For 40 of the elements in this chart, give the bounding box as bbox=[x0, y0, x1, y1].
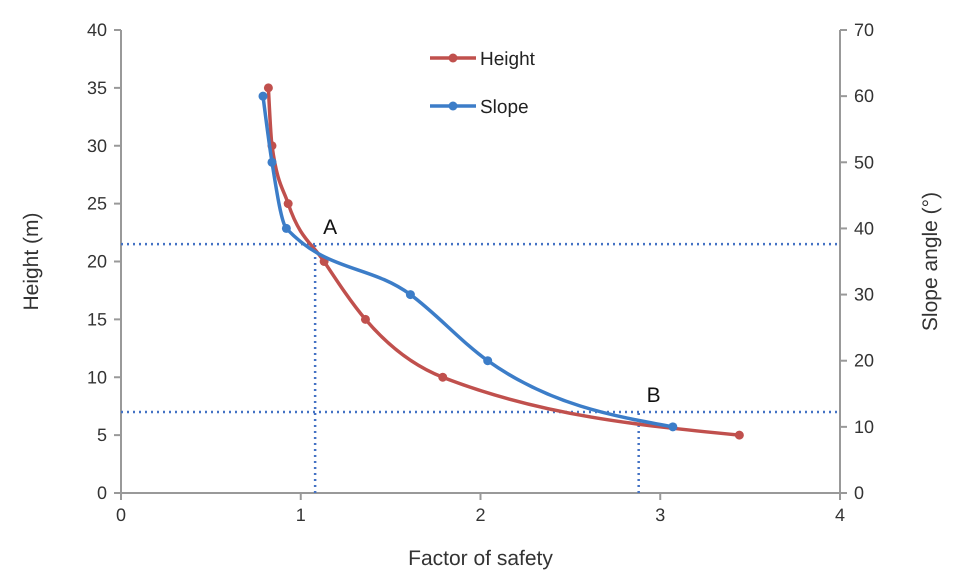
y2-axis-title: Slope angle (°) bbox=[919, 192, 942, 332]
point bbox=[264, 83, 273, 92]
y2-tick-label: 60 bbox=[854, 86, 874, 106]
point bbox=[406, 290, 415, 300]
y-axis-title: Height (m) bbox=[20, 212, 43, 311]
x-tick-label: 0 bbox=[116, 505, 126, 525]
y-tick-label: 20 bbox=[86, 252, 107, 272]
y-tick-label: 10 bbox=[86, 367, 107, 388]
point bbox=[284, 199, 293, 208]
annotation: A bbox=[323, 216, 338, 240]
y2-tick-label: 30 bbox=[854, 284, 874, 305]
legend-label: Height bbox=[480, 49, 536, 70]
annotation: B bbox=[646, 384, 661, 407]
point bbox=[258, 92, 268, 101]
y-tick-label: 15 bbox=[86, 309, 107, 330]
x-tick-label: 2 bbox=[475, 505, 486, 525]
y-tick-label: 40 bbox=[86, 20, 107, 40]
y-tick-label: 35 bbox=[86, 78, 107, 98]
y-tick-label: 30 bbox=[86, 136, 107, 156]
point bbox=[360, 314, 370, 324]
y2-tick-label: 40 bbox=[854, 218, 874, 238]
point bbox=[282, 224, 291, 233]
y-tick-label: 25 bbox=[86, 194, 107, 214]
y2-tick-label: 0 bbox=[854, 483, 864, 503]
point bbox=[267, 158, 276, 167]
y2-tick-label: 20 bbox=[854, 350, 874, 371]
point bbox=[668, 422, 678, 432]
y2-tick-label: 10 bbox=[854, 416, 874, 437]
point bbox=[438, 372, 448, 382]
x-tick-label: 3 bbox=[655, 505, 666, 525]
point bbox=[734, 430, 744, 440]
point bbox=[483, 356, 492, 366]
x-tick-label: 1 bbox=[296, 505, 306, 525]
x-axis-title: Factor of safety bbox=[408, 547, 554, 570]
y2-tick-label: 70 bbox=[854, 20, 874, 40]
y-tick-label: 0 bbox=[96, 483, 107, 503]
y2-tick-label: 50 bbox=[854, 152, 874, 172]
y-tick-label: 5 bbox=[96, 425, 107, 446]
x-tick-label: 4 bbox=[834, 505, 846, 525]
legend-label: Slope bbox=[480, 97, 529, 118]
